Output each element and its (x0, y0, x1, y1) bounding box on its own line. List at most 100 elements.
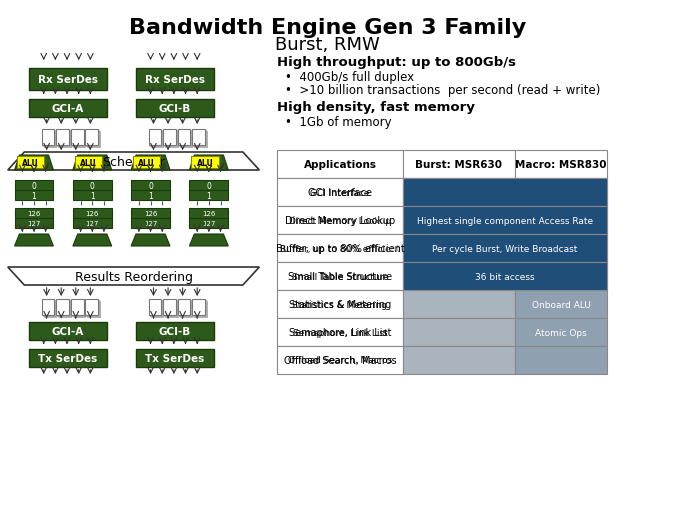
FancyBboxPatch shape (164, 300, 177, 316)
FancyBboxPatch shape (136, 349, 214, 367)
FancyBboxPatch shape (42, 299, 55, 316)
Text: Buffer, up to 80% efficient: Buffer, up to 80% efficient (280, 244, 400, 253)
FancyBboxPatch shape (73, 181, 111, 190)
FancyBboxPatch shape (277, 234, 403, 263)
Text: 127: 127 (27, 221, 40, 227)
FancyBboxPatch shape (73, 190, 111, 200)
Text: Per cycle Burst, Write Broadcast: Per cycle Burst, Write Broadcast (433, 244, 578, 253)
FancyBboxPatch shape (86, 130, 98, 146)
FancyBboxPatch shape (44, 132, 56, 147)
FancyBboxPatch shape (73, 219, 111, 229)
FancyBboxPatch shape (150, 300, 162, 316)
Text: 36 bit access: 36 bit access (429, 272, 489, 281)
FancyBboxPatch shape (515, 290, 607, 318)
FancyBboxPatch shape (277, 290, 403, 318)
FancyBboxPatch shape (403, 318, 515, 346)
FancyBboxPatch shape (57, 131, 70, 147)
Text: Highest single component Access Rate: Highest single component Access Rate (371, 216, 547, 225)
FancyBboxPatch shape (194, 301, 207, 317)
FancyBboxPatch shape (165, 301, 178, 317)
Text: GCI-B: GCI-B (159, 104, 191, 114)
FancyBboxPatch shape (29, 69, 107, 91)
FancyBboxPatch shape (277, 318, 403, 346)
FancyBboxPatch shape (403, 290, 515, 318)
FancyBboxPatch shape (164, 131, 177, 147)
FancyBboxPatch shape (86, 300, 99, 316)
FancyBboxPatch shape (15, 219, 53, 229)
Text: 1: 1 (90, 191, 95, 200)
Text: Tx SerDes: Tx SerDes (145, 354, 205, 363)
FancyBboxPatch shape (515, 234, 607, 263)
Text: 127: 127 (144, 221, 157, 227)
FancyBboxPatch shape (190, 190, 228, 200)
Text: Offload Search, Macros: Offload Search, Macros (284, 356, 396, 365)
FancyBboxPatch shape (178, 130, 190, 146)
FancyBboxPatch shape (403, 346, 515, 374)
Text: •  >10 billion transactions  per second (read + write): • >10 billion transactions per second (r… (285, 84, 600, 97)
Text: Semaphore, Link List: Semaphore, Link List (292, 328, 387, 337)
FancyBboxPatch shape (151, 301, 163, 317)
Text: GCI-A: GCI-A (52, 326, 84, 336)
Text: Bandwidth Engine Gen 3 Family: Bandwidth Engine Gen 3 Family (129, 18, 526, 38)
FancyBboxPatch shape (136, 69, 214, 91)
FancyBboxPatch shape (403, 150, 515, 179)
Text: Macro: MSR830: Macro: MSR830 (515, 160, 607, 170)
Polygon shape (190, 156, 228, 171)
FancyBboxPatch shape (515, 346, 607, 374)
FancyBboxPatch shape (71, 130, 84, 146)
Text: Small Table Structure: Small Table Structure (288, 272, 392, 281)
FancyBboxPatch shape (16, 157, 44, 169)
FancyBboxPatch shape (29, 100, 107, 118)
Text: 126: 126 (86, 211, 99, 217)
Text: 1: 1 (32, 191, 36, 200)
FancyBboxPatch shape (191, 157, 219, 169)
FancyBboxPatch shape (58, 132, 71, 147)
FancyBboxPatch shape (15, 209, 53, 219)
Text: •  400Gb/s full duplex: • 400Gb/s full duplex (285, 71, 414, 84)
FancyBboxPatch shape (29, 322, 107, 340)
Text: GCI-B: GCI-B (159, 326, 191, 336)
FancyBboxPatch shape (192, 130, 205, 146)
Text: Rx SerDes: Rx SerDes (145, 75, 205, 85)
FancyBboxPatch shape (131, 209, 170, 219)
FancyBboxPatch shape (277, 150, 403, 179)
FancyBboxPatch shape (15, 181, 53, 190)
FancyBboxPatch shape (15, 190, 53, 200)
Text: Buffer, up to 80% efficient: Buffer, up to 80% efficient (275, 243, 404, 254)
FancyBboxPatch shape (136, 322, 214, 340)
FancyBboxPatch shape (88, 132, 100, 147)
Text: Statistics & Metering: Statistics & Metering (289, 299, 391, 310)
FancyBboxPatch shape (43, 131, 55, 147)
FancyBboxPatch shape (403, 234, 607, 263)
Text: Applications: Applications (304, 160, 377, 170)
Text: Highest single component Access Rate: Highest single component Access Rate (417, 216, 593, 225)
Polygon shape (8, 153, 259, 171)
Text: High throughput: up to 800Gb/s: High throughput: up to 800Gb/s (277, 56, 516, 69)
FancyBboxPatch shape (57, 300, 70, 316)
Text: ALU: ALU (80, 158, 97, 167)
FancyBboxPatch shape (403, 207, 607, 234)
FancyBboxPatch shape (151, 132, 163, 147)
Text: Atomic Ops: Atomic Ops (535, 328, 587, 337)
FancyBboxPatch shape (88, 301, 100, 317)
Text: 126: 126 (202, 211, 215, 217)
FancyBboxPatch shape (73, 301, 86, 317)
FancyBboxPatch shape (190, 209, 228, 219)
FancyBboxPatch shape (515, 318, 607, 346)
Text: Results Reordering: Results Reordering (75, 270, 193, 283)
FancyBboxPatch shape (403, 179, 515, 207)
Text: 0: 0 (148, 181, 153, 190)
Text: 0: 0 (207, 181, 211, 190)
Text: 126: 126 (144, 211, 157, 217)
FancyBboxPatch shape (180, 132, 192, 147)
Polygon shape (131, 156, 170, 171)
Text: 127: 127 (202, 221, 215, 227)
Text: Burst: MSR630: Burst: MSR630 (416, 160, 502, 170)
FancyBboxPatch shape (515, 150, 607, 179)
FancyBboxPatch shape (73, 209, 111, 219)
FancyBboxPatch shape (56, 299, 69, 316)
FancyBboxPatch shape (190, 181, 228, 190)
FancyBboxPatch shape (165, 132, 178, 147)
FancyBboxPatch shape (56, 130, 69, 146)
FancyBboxPatch shape (43, 300, 55, 316)
